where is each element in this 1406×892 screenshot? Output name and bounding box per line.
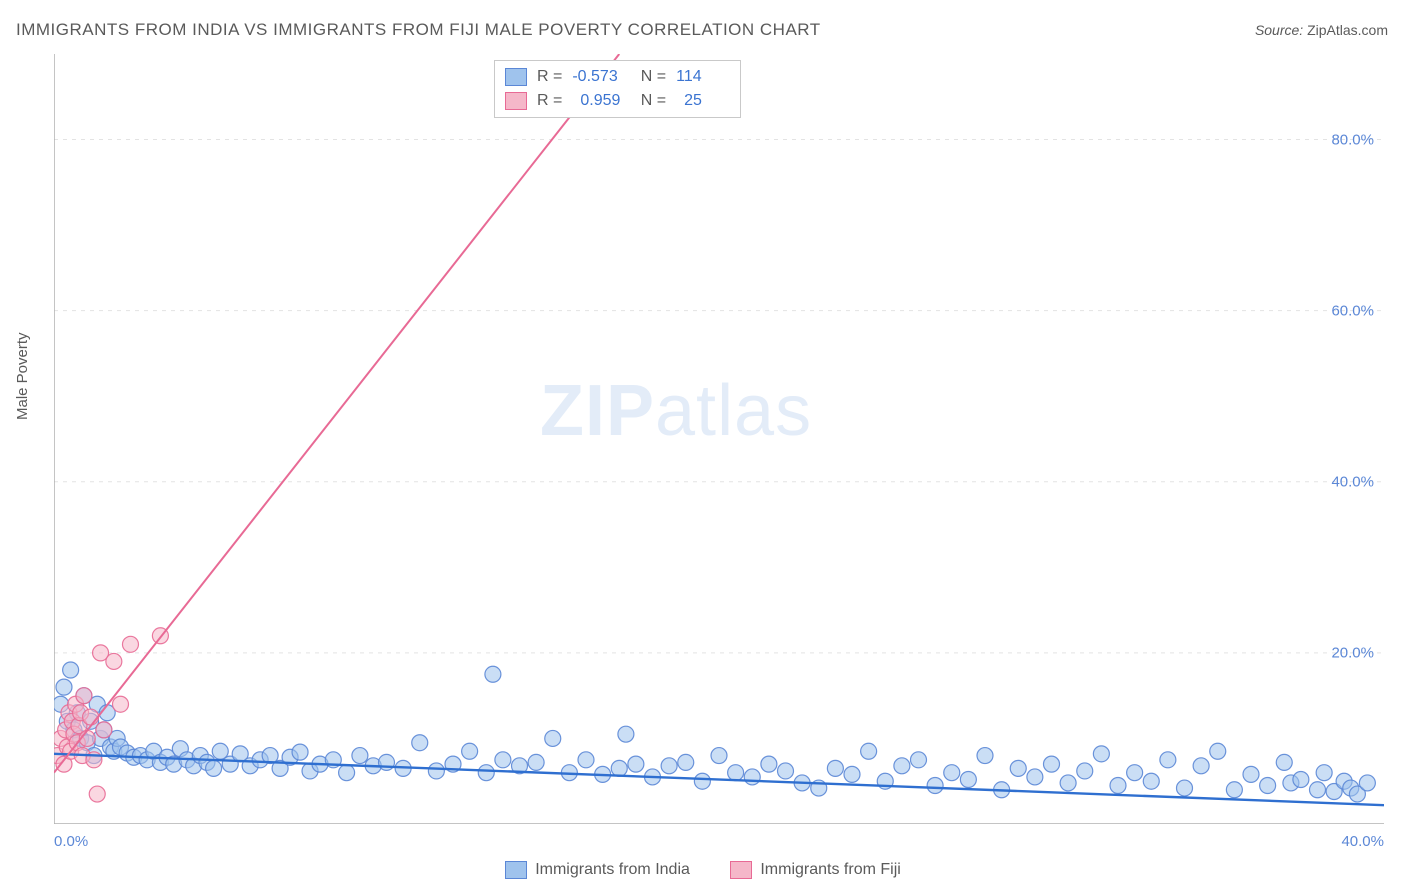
n-value-fiji: 25 bbox=[676, 89, 730, 113]
r-label: R = bbox=[537, 89, 562, 113]
n-value-india: 114 bbox=[676, 65, 730, 89]
y-axis-label: Male Poverty bbox=[14, 332, 31, 420]
y-tick-label: 40.0% bbox=[1331, 473, 1374, 490]
y-tick-label: 20.0% bbox=[1331, 644, 1374, 661]
source-value: ZipAtlas.com bbox=[1307, 22, 1388, 38]
legend-label-india: Immigrants from India bbox=[535, 861, 690, 879]
series-legend: Immigrants from India Immigrants from Fi… bbox=[0, 861, 1406, 884]
swatch-fiji bbox=[505, 92, 527, 110]
swatch-india bbox=[505, 68, 527, 86]
legend-item-india: Immigrants from India bbox=[505, 861, 690, 879]
legend-row-india: R = -0.573 N = 114 bbox=[505, 65, 730, 89]
legend-label-fiji: Immigrants from Fiji bbox=[760, 861, 900, 879]
legend-row-fiji: R = 0.959 N = 25 bbox=[505, 89, 730, 113]
chart-area: R = -0.573 N = 114 R = 0.959 N = 25 20.0… bbox=[54, 54, 1384, 824]
chart-title: IMMIGRANTS FROM INDIA VS IMMIGRANTS FROM… bbox=[16, 20, 821, 40]
x-tick-label: 40.0% bbox=[1341, 833, 1384, 850]
x-tick-label: 0.0% bbox=[54, 833, 88, 850]
chart-svg bbox=[54, 54, 1384, 824]
n-label: N = bbox=[636, 89, 666, 113]
source-label: Source: bbox=[1255, 22, 1303, 38]
legend-item-fiji: Immigrants from Fiji bbox=[730, 861, 900, 879]
y-tick-label: 60.0% bbox=[1331, 302, 1374, 319]
r-value-fiji: 0.959 bbox=[572, 89, 626, 113]
swatch-fiji-icon bbox=[730, 861, 752, 879]
n-label: N = bbox=[636, 65, 666, 89]
y-tick-label: 80.0% bbox=[1331, 131, 1374, 148]
source-attribution: Source: ZipAtlas.com bbox=[1255, 22, 1388, 38]
r-label: R = bbox=[537, 65, 562, 89]
r-value-india: -0.573 bbox=[572, 65, 626, 89]
correlation-legend: R = -0.573 N = 114 R = 0.959 N = 25 bbox=[494, 60, 741, 118]
swatch-india-icon bbox=[505, 861, 527, 879]
